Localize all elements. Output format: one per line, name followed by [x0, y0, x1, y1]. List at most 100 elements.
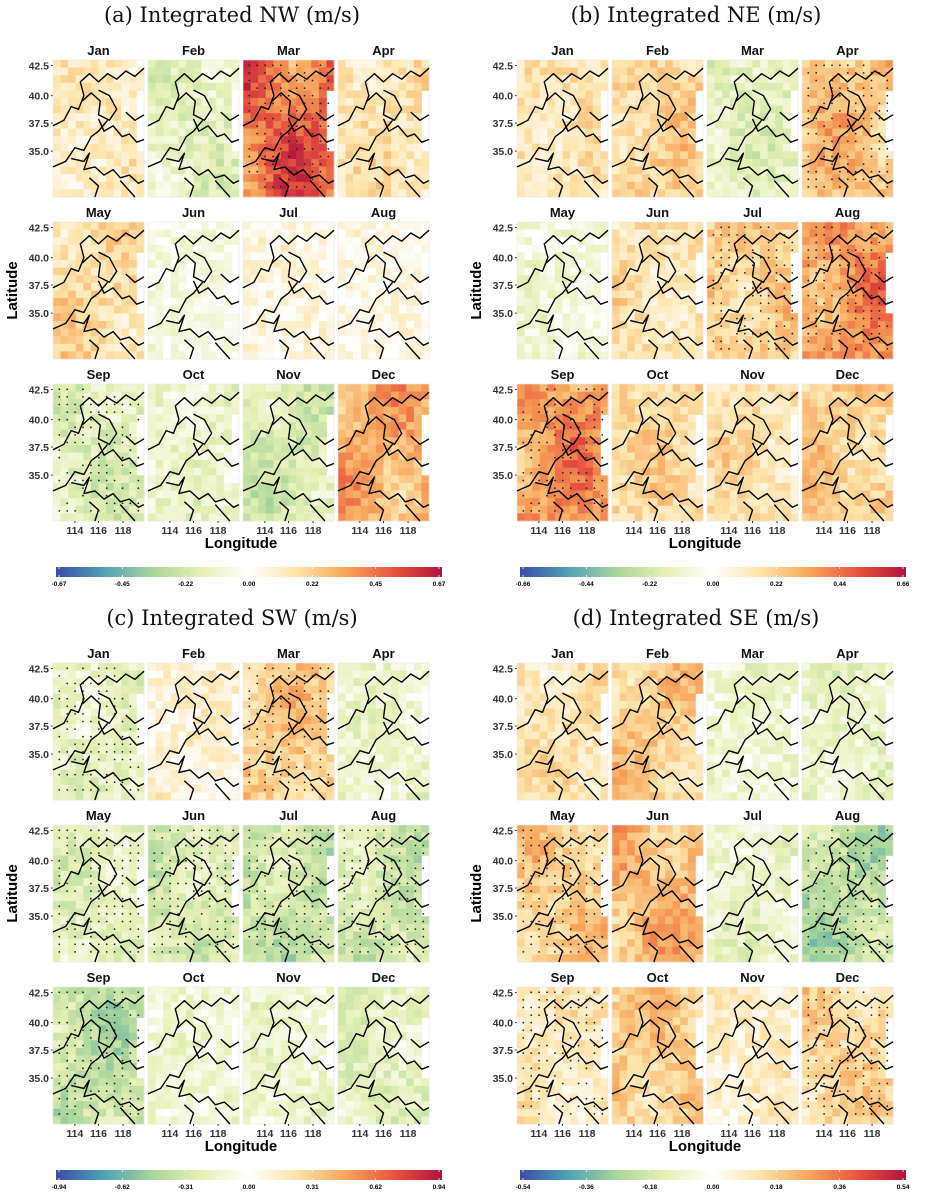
grid-cell — [250, 189, 259, 198]
grid-cell — [744, 60, 753, 69]
grid-cell — [729, 252, 738, 261]
significance-dot — [839, 87, 841, 89]
grid-cell — [368, 505, 377, 514]
grid-cell — [163, 475, 172, 484]
grid-cell — [809, 229, 818, 238]
grid-cell — [106, 399, 115, 408]
grid-cell — [649, 222, 658, 231]
grid-cell — [695, 158, 704, 167]
grid-cell — [318, 120, 327, 129]
grid-cell — [155, 505, 164, 514]
grid-cell — [163, 437, 172, 446]
grid-cell — [223, 475, 232, 484]
grid-cell — [288, 452, 297, 461]
grid-cell — [532, 282, 541, 291]
grid-cell — [398, 444, 407, 453]
grid-cell — [722, 105, 731, 114]
grid-cell — [714, 158, 723, 167]
grid-cell — [223, 244, 232, 253]
grid-cell — [760, 189, 769, 198]
grid-cell — [687, 244, 696, 253]
grid-cell — [744, 275, 753, 284]
grid-cell — [208, 82, 217, 91]
grid-cell — [714, 174, 723, 183]
grid-cell — [326, 399, 335, 408]
significance-dot — [846, 249, 849, 252]
grid-cell — [75, 351, 84, 360]
boundary-line — [545, 89, 582, 121]
significance-dot — [113, 411, 116, 413]
significance-dot — [74, 434, 76, 436]
grid-cell — [296, 482, 305, 491]
grid-cell — [318, 298, 327, 307]
grid-cell — [752, 229, 761, 238]
grid-cell — [75, 475, 84, 484]
boundary-line — [373, 501, 385, 522]
grid-cell — [265, 414, 274, 423]
grid-cell — [193, 181, 202, 190]
grid-cell — [90, 467, 99, 476]
significance-dot — [870, 234, 873, 236]
grid-cell — [288, 498, 297, 507]
significance-dot — [248, 79, 251, 82]
grid-cell — [296, 437, 305, 446]
grid-cell — [627, 82, 636, 91]
grid-cell — [280, 113, 289, 122]
grid-cell — [517, 282, 525, 291]
grid-cell — [288, 513, 297, 522]
grid-cell — [612, 267, 620, 276]
grid-cell — [265, 181, 274, 190]
grid-cell — [185, 82, 194, 91]
grid-cell — [585, 290, 594, 299]
grid-cell — [148, 505, 156, 514]
grid-cell — [870, 166, 879, 175]
grid-cell — [208, 174, 217, 183]
grid-cell — [592, 229, 601, 238]
grid-cell — [265, 460, 274, 469]
grid-cell — [265, 399, 274, 408]
grid-cell — [729, 174, 738, 183]
grid-cell — [338, 90, 346, 99]
grid-cell — [413, 452, 422, 461]
grid-cell — [163, 151, 172, 160]
grid-cell — [634, 290, 643, 299]
grid-cell — [258, 328, 267, 337]
grid-cell — [243, 467, 251, 476]
grid-cell — [303, 482, 312, 491]
grid-cell — [68, 90, 77, 99]
grid-cell — [657, 136, 666, 145]
grid-cell — [98, 513, 107, 522]
grid-cell — [657, 174, 666, 183]
grid-cell — [106, 482, 115, 491]
grid-cell — [360, 305, 369, 314]
significance-dot — [58, 449, 61, 451]
grid-cell — [383, 513, 392, 522]
grid-cell — [398, 128, 407, 137]
grid-cell — [258, 158, 267, 167]
grid-cell — [680, 260, 689, 269]
grid-cell — [318, 237, 327, 246]
grid-cell — [577, 143, 586, 152]
grid-cell — [155, 399, 164, 408]
grid-cell — [113, 505, 122, 514]
grid-cell — [855, 174, 864, 183]
significance-dot — [311, 178, 314, 181]
grid-cell — [592, 237, 601, 246]
grid-cell — [193, 422, 202, 431]
grid-cell — [413, 391, 422, 400]
significance-dot — [248, 72, 251, 74]
grid-cell — [280, 120, 289, 129]
grid-cell — [208, 98, 217, 107]
grid-cell — [782, 120, 791, 129]
grid-cell — [75, 181, 84, 190]
grid-cell — [311, 460, 320, 469]
grid-cell — [98, 305, 107, 314]
grid-cell — [885, 181, 894, 190]
grid-cell — [570, 290, 579, 299]
grid-cell — [318, 467, 327, 476]
grid-cell — [360, 343, 369, 352]
significance-dot — [90, 479, 92, 482]
grid-cell — [148, 437, 156, 446]
grid-cell — [250, 252, 259, 261]
boundary-line — [166, 152, 240, 184]
